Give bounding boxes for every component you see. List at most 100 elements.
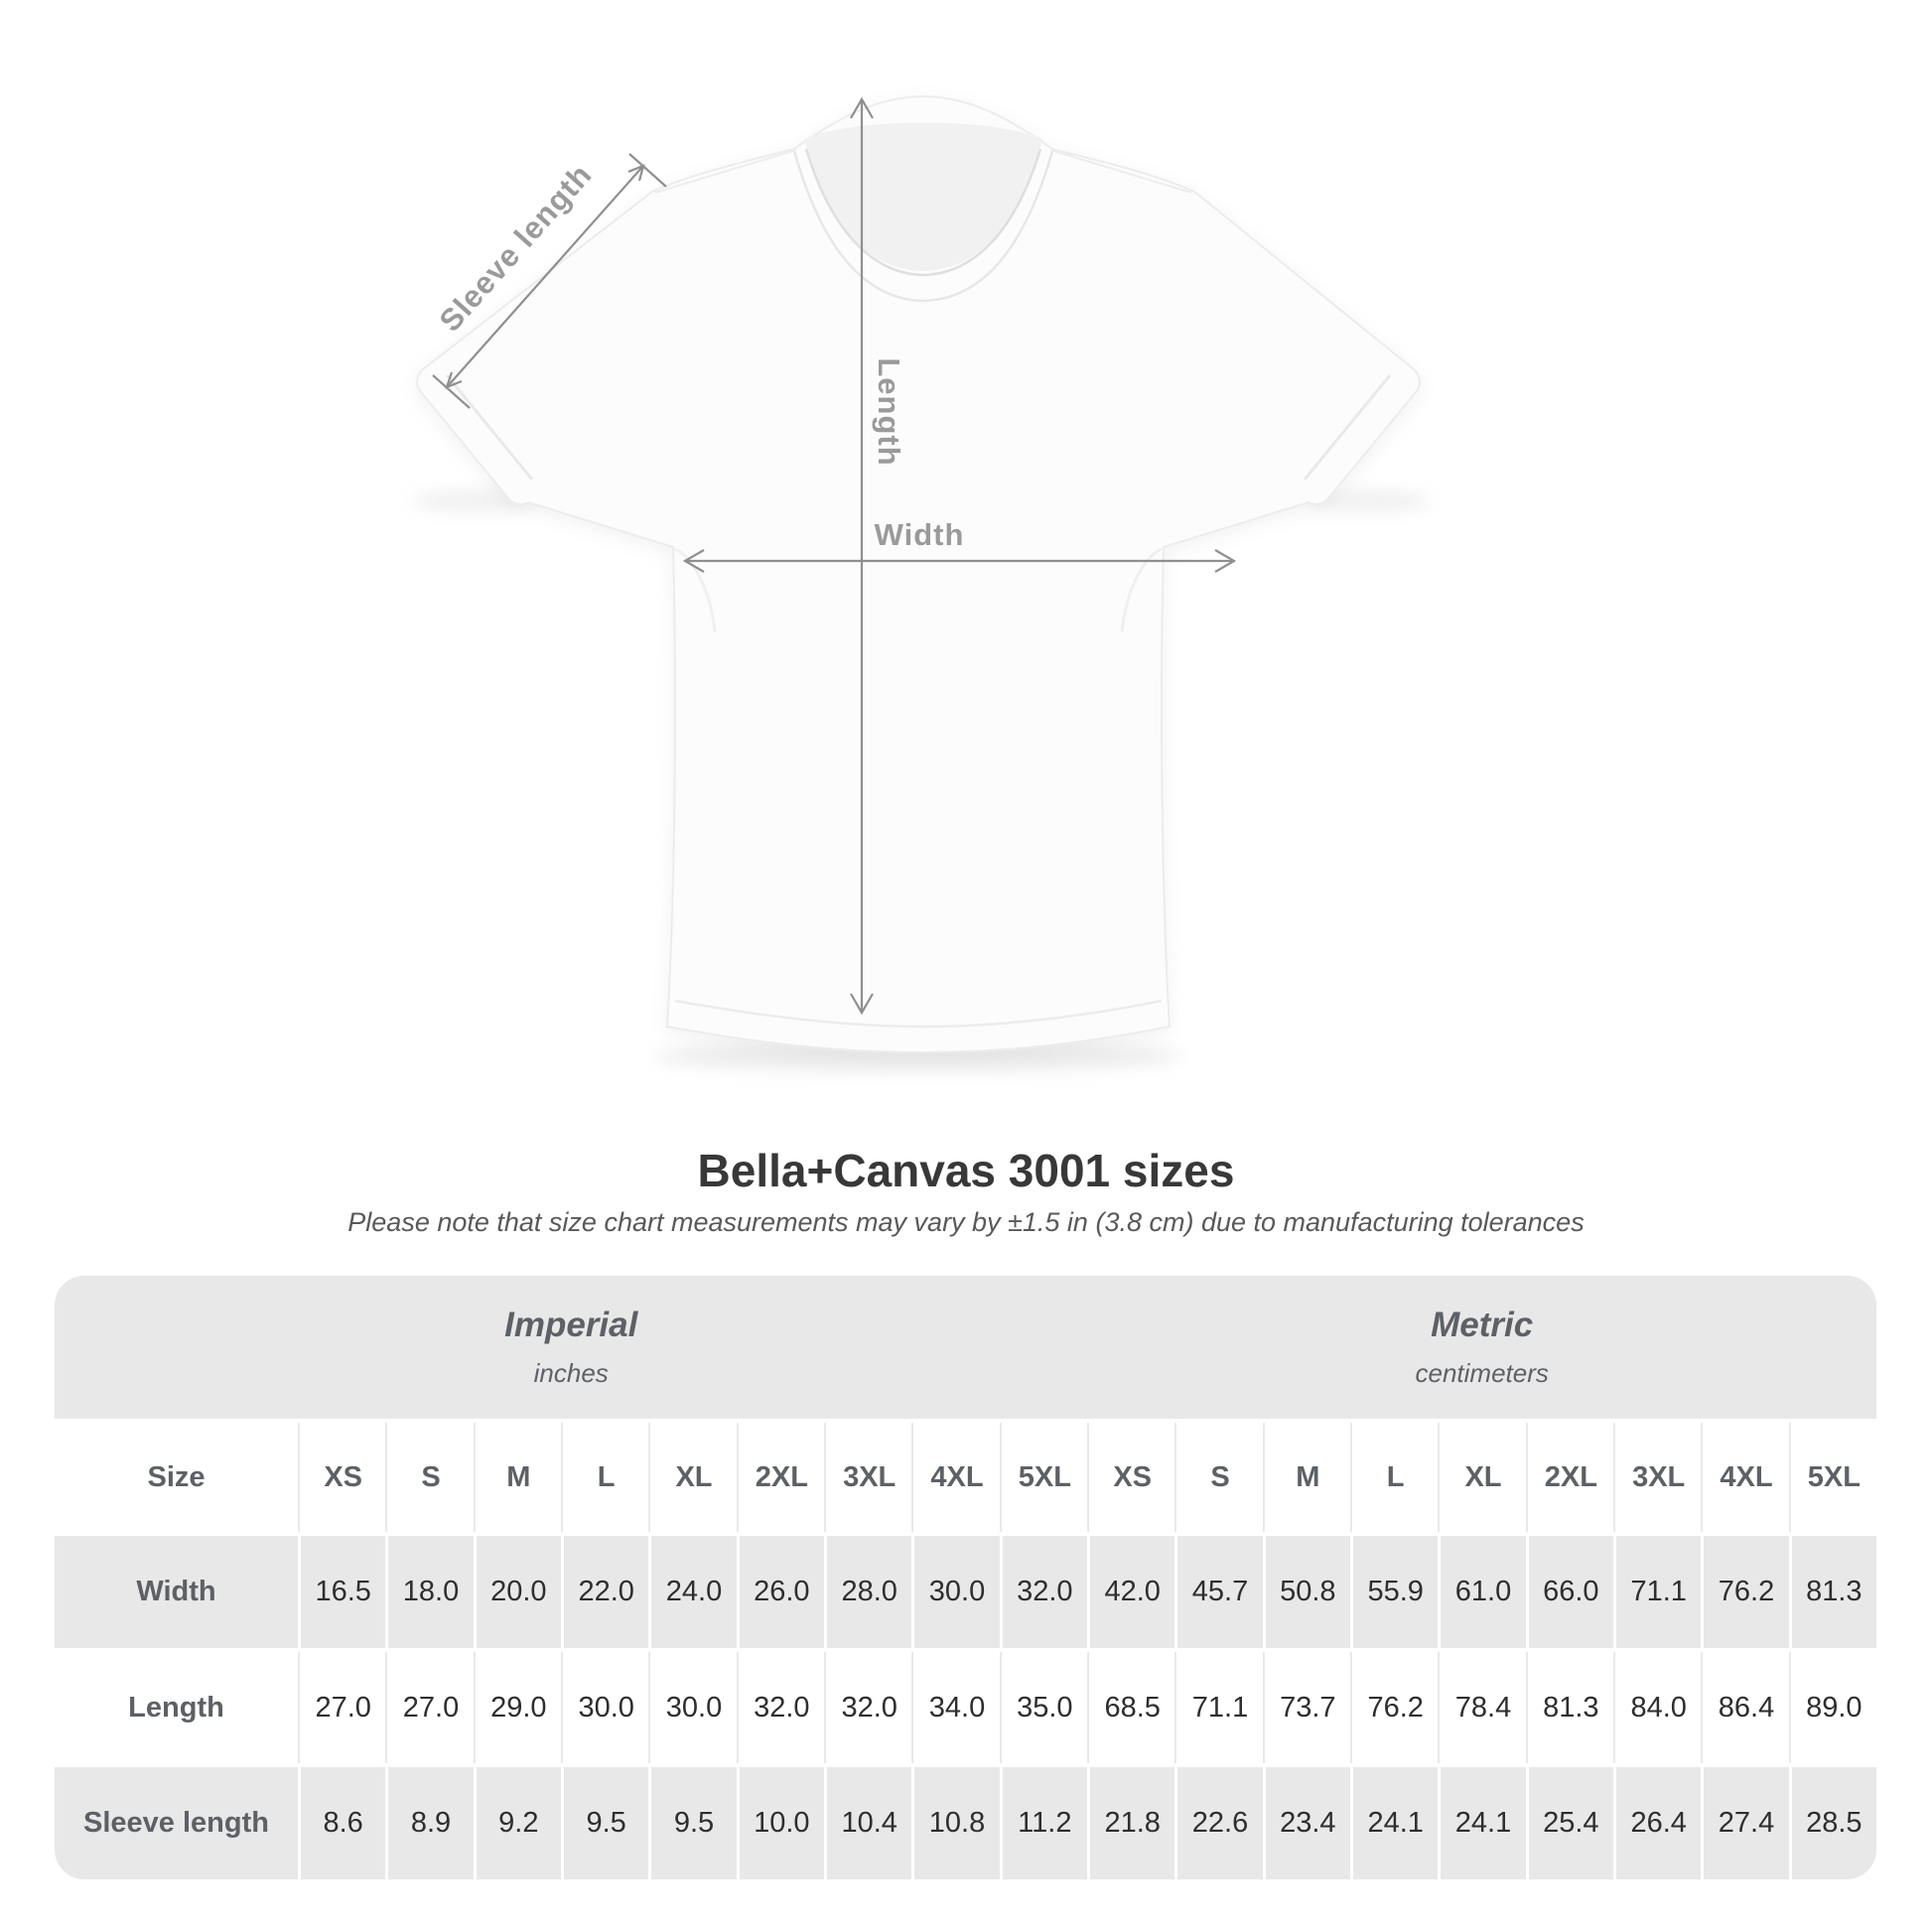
value-cell-imperial: 30.0 (560, 1652, 649, 1763)
left-cuff-seam (445, 374, 534, 481)
value-cell-metric: 22.6 (1177, 1767, 1263, 1879)
size-header-imperial-3xl: 3XL (823, 1423, 912, 1532)
size-header-metric-l: L (1349, 1423, 1439, 1532)
value-cell-metric: 21.8 (1090, 1767, 1175, 1879)
metric-label: Metric (1431, 1306, 1534, 1344)
page-title: Bella+Canvas 3001 sizes (697, 1145, 1235, 1196)
length-dimension-arrow (850, 96, 874, 1016)
value-cell-imperial: 9.5 (651, 1767, 737, 1879)
value-cell-imperial: 16.5 (301, 1536, 386, 1648)
value-cell-imperial: 32.0 (823, 1652, 912, 1763)
sleeve-arrow-line (446, 165, 644, 388)
value-cell-metric: 76.2 (1704, 1536, 1789, 1648)
size-header-metric-xs: XS (1086, 1423, 1175, 1532)
imperial-unit-header: Imperial inches (55, 1276, 1087, 1419)
value-cell-metric: 84.0 (1612, 1652, 1702, 1763)
value-cell-imperial: 29.0 (473, 1652, 561, 1763)
bottom-hem-stitch (674, 999, 1163, 1029)
right-shoulder-seam (1049, 149, 1192, 194)
size-header-imperial-4xl: 4XL (911, 1423, 1000, 1532)
metric-unit-header: Metric centimeters (1087, 1276, 1876, 1419)
row-label-cell: Sleeve length (55, 1767, 298, 1879)
value-cell-metric: 24.1 (1353, 1767, 1439, 1879)
width-arrow-head-left (682, 549, 705, 573)
collar-inner-edge (804, 148, 1042, 277)
sleeve-extension-tick-top (628, 153, 667, 188)
width-dimension-label: Width (875, 517, 965, 552)
size-header-imperial-l: L (560, 1423, 649, 1532)
tolerance-note: Please note that size chart measurements… (347, 1207, 1585, 1237)
value-cell-metric: 50.8 (1265, 1536, 1350, 1648)
value-cell-metric: 86.4 (1701, 1652, 1789, 1763)
value-cell-metric: 68.5 (1086, 1652, 1175, 1763)
value-cell-imperial: 18.0 (388, 1536, 474, 1648)
width-arrow-head-right (1214, 549, 1237, 573)
right-underarm-crease (1120, 547, 1163, 632)
value-cell-imperial: 32.0 (736, 1652, 824, 1763)
value-cell-metric: 26.4 (1616, 1767, 1702, 1879)
size-header-imperial-5xl: 5XL (999, 1423, 1087, 1532)
size-header-metric-m: M (1262, 1423, 1350, 1532)
value-cell-imperial: 32.0 (1002, 1536, 1087, 1648)
value-cell-metric: 25.4 (1528, 1767, 1613, 1879)
value-cell-imperial: 20.0 (476, 1536, 561, 1648)
value-cell-metric: 89.0 (1788, 1652, 1876, 1763)
value-cell-metric: 55.9 (1353, 1536, 1439, 1648)
tshirt-body (416, 94, 1421, 1054)
tshirt-illustration (413, 94, 1430, 1072)
size-header-metric-5xl: 5XL (1788, 1423, 1876, 1532)
neck-opening (804, 122, 1042, 271)
value-cell-metric: 71.1 (1174, 1652, 1263, 1763)
value-cell-imperial: 26.0 (739, 1536, 824, 1648)
value-cell-imperial: 28.0 (827, 1536, 912, 1648)
value-cell-imperial: 10.0 (739, 1767, 824, 1879)
sleeve-extension-tick-bottom (432, 374, 471, 409)
value-cell-imperial: 35.0 (999, 1652, 1087, 1763)
value-cell-metric: 76.2 (1349, 1652, 1439, 1763)
value-cell-metric: 42.0 (1090, 1536, 1175, 1648)
size-header-metric-s: S (1174, 1423, 1263, 1532)
value-cell-imperial: 34.0 (911, 1652, 1000, 1763)
metric-sublabel: centimeters (1415, 1358, 1549, 1388)
value-cell-imperial: 30.0 (648, 1652, 737, 1763)
tshirt-measurement-diagram: Length Width Sleeve length (413, 94, 1430, 1072)
size-header-imperial-s: S (385, 1423, 474, 1532)
size-column-header: Size (55, 1423, 298, 1532)
value-cell-imperial: 8.6 (301, 1767, 386, 1879)
row-label-cell: Width (55, 1536, 298, 1648)
value-cell-metric: 66.0 (1528, 1536, 1613, 1648)
value-cell-imperial: 11.2 (1002, 1767, 1087, 1879)
value-cell-imperial: 24.0 (651, 1536, 737, 1648)
value-cell-metric: 24.1 (1441, 1767, 1526, 1879)
value-cell-imperial: 30.0 (914, 1536, 1000, 1648)
size-header-metric-4xl: 4XL (1701, 1423, 1789, 1532)
value-cell-metric: 61.0 (1441, 1536, 1526, 1648)
value-cell-metric: 45.7 (1177, 1536, 1263, 1648)
size-header-imperial-m: M (473, 1423, 561, 1532)
size-header-metric-2xl: 2XL (1525, 1423, 1613, 1532)
value-cell-metric: 78.4 (1438, 1652, 1526, 1763)
value-cell-metric: 23.4 (1265, 1767, 1350, 1879)
value-cell-metric: 28.5 (1791, 1767, 1876, 1879)
value-cell-metric: 81.3 (1791, 1536, 1876, 1648)
value-cell-imperial: 9.2 (476, 1767, 561, 1879)
right-cuff-shadow (1307, 490, 1430, 512)
width-dimension-arrow (682, 549, 1237, 573)
value-cell-imperial: 10.8 (914, 1767, 1000, 1879)
size-table: Imperial inches Metric centimeters Size X… (55, 1276, 1876, 1879)
left-shoulder-seam (654, 149, 797, 194)
value-cell-imperial: 27.0 (385, 1652, 474, 1763)
value-cell-imperial: 22.0 (564, 1536, 649, 1648)
size-header-metric-xl: XL (1438, 1423, 1526, 1532)
left-underarm-crease (674, 547, 717, 632)
row-label-cell: Length (55, 1652, 298, 1763)
collar-outer-seam (792, 150, 1054, 303)
value-cell-imperial: 8.9 (388, 1767, 474, 1879)
imperial-sublabel: inches (533, 1358, 609, 1388)
imperial-label: Imperial (504, 1306, 638, 1344)
right-cuff-seam (1303, 374, 1392, 481)
value-cell-imperial: 9.5 (564, 1767, 649, 1879)
size-header-imperial-2xl: 2XL (736, 1423, 824, 1532)
size-header-metric-3xl: 3XL (1612, 1423, 1702, 1532)
